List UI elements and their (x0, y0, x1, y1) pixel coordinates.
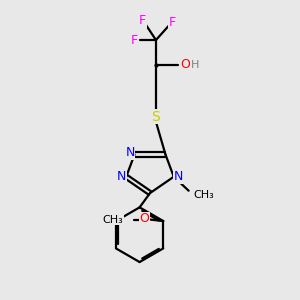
Text: F: F (139, 14, 146, 27)
Text: O: O (181, 58, 190, 71)
Text: CH₃: CH₃ (193, 190, 214, 200)
Text: N: N (117, 170, 127, 183)
Text: S: S (152, 110, 160, 124)
Text: O: O (140, 212, 149, 226)
Text: CH₃: CH₃ (102, 214, 123, 224)
Text: N: N (125, 146, 135, 160)
Text: N: N (173, 170, 183, 183)
Text: H: H (190, 60, 199, 70)
Text: F: F (131, 34, 138, 46)
Text: F: F (169, 16, 176, 29)
